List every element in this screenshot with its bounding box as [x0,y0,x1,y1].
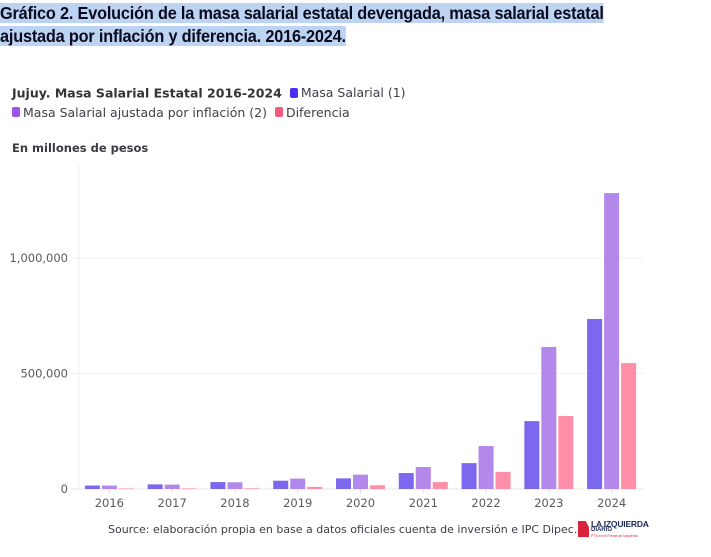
chart-header: Jujuy. Masa Salarial Estatal 2016-2024 M… [12,83,406,122]
bar-masa-salarial-1--2018 [210,482,226,489]
source-note: Source: elaboración propia en base a dat… [108,523,578,536]
x-tick-label: 2023 [534,496,563,510]
bar-masa-salarial-1--2020 [336,478,351,489]
bar-masa-salarial-1--2021 [398,473,414,489]
document-caption: Gráfico 2. Evolución de la masa salarial… [0,2,661,48]
x-tick-labels: 2016 2017 2018 2019 2020 2021 2022 2023 2024 [95,496,627,510]
legend-swatch-diferencia [274,107,283,117]
logo-text-2: DIARIO [591,527,612,533]
bars [84,193,637,490]
x-tick-label: 2022 [471,496,500,510]
bar-masa-salarial-1--2024 [587,318,603,489]
bar-diferencia-2018 [244,488,260,489]
la-izquierda-diario-logo: LA IZQUIERDA DIARIO PTS en el Frente de … [578,519,650,541]
y-tick-labels: 0 500,000 1,000,000 [9,251,68,496]
bar-diferencia-2022 [495,471,511,489]
bar-diferencia-2019 [307,486,323,489]
x-tick-label: 2019 [283,496,312,510]
bar-masa-salarial-1--2016 [84,485,100,489]
y-tick-label: 0 [61,482,68,496]
x-tick-label: 2020 [346,496,375,510]
bar-masa-salarial-ajustada-por-inflaci-n-2--2016 [101,485,117,489]
x-tick-label: 2024 [597,496,626,510]
legend-label-masa-ajustada: Masa Salarial ajustada por inflación (2) [23,104,267,120]
legend-swatch-masa-salarial [289,87,298,98]
bar-diferencia-2023 [558,416,574,489]
logo-mark-icon [578,521,589,537]
bar-masa-salarial-ajustada-por-inflaci-n-2--2020 [353,474,368,489]
bar-masa-salarial-ajustada-por-inflaci-n-2--2018 [227,482,243,489]
bar-masa-salarial-ajustada-por-inflaci-n-2--2024 [604,193,620,490]
legend-item-masa-salarial: Masa Salarial (1) [286,83,406,102]
y-axis-unit-label: En millones de pesos [12,141,149,155]
bar-masa-salarial-1--2023 [524,421,540,489]
bar-diferencia-2016 [118,488,134,489]
bar-masa-salarial-ajustada-por-inflaci-n-2--2019 [290,478,306,489]
legend-label-masa-salarial: Masa Salarial (1) [300,85,406,100]
x-tick-label: 2018 [220,496,249,510]
y-tick-label: 500,000 [20,367,68,381]
y-tick-label: 1,000,000 [9,251,68,265]
logo-text-1: LA IZQUIERDA [591,519,649,529]
bar-masa-salarial-ajustada-por-inflaci-n-2--2017 [164,484,180,489]
bar-diferencia-2024 [621,363,637,489]
legend-item-diferencia: Diferencia [271,103,350,122]
logo-text-3: PTS en el Frente de Izquierda [591,534,638,538]
x-tick-label: 2017 [158,496,187,510]
bar-masa-salarial-1--2022 [461,463,477,489]
x-tick-label: 2021 [409,496,438,510]
bar-diferencia-2021 [432,482,448,489]
bar-diferencia-2020 [370,485,385,489]
bar-masa-salarial-ajustada-por-inflaci-n-2--2021 [415,467,431,489]
legend-swatch-masa-ajustada [12,107,20,117]
bar-masa-salarial-ajustada-por-inflaci-n-2--2023 [541,346,557,489]
axes [78,165,613,493]
bar-masa-salarial-ajustada-por-inflaci-n-2--2022 [478,446,494,489]
legend-label-diferencia: Diferencia [285,104,350,120]
legend-item-masa-ajustada: Masa Salarial ajustada por inflación (2) [12,103,267,122]
x-tick-label: 2016 [95,496,124,510]
caption-line-1: Gráfico 2. Evolución de la masa salarial… [0,3,604,23]
gridlines [71,257,644,490]
caption-line-2: ajustada por inflación y diferencia. 201… [0,26,346,46]
bar-masa-salarial-1--2019 [273,480,289,489]
bar-diferencia-2017 [181,488,197,489]
chart-title: Jujuy. Masa Salarial Estatal 2016-2024 [12,85,282,101]
bar-masa-salarial-1--2017 [147,484,163,489]
